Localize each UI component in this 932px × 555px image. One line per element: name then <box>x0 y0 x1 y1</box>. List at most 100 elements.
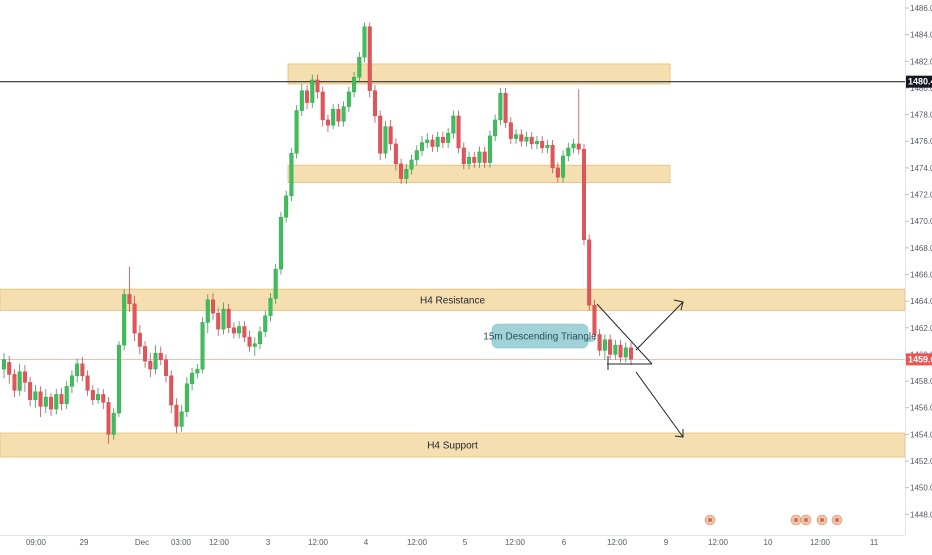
candle-body <box>399 163 404 179</box>
triangle-upper-line <box>596 303 653 365</box>
candle-body <box>153 352 158 370</box>
candle-body <box>258 331 263 344</box>
time-axis[interactable]: 09:00 29 Dec 03:00 12:00 3 12:00 4 12:00 5 12:00 6 1… <box>26 538 879 547</box>
candle <box>101 389 106 410</box>
event-badge <box>704 514 716 526</box>
y-tick-label: 1474.00 <box>910 164 932 173</box>
candle-body <box>378 115 383 154</box>
candle <box>362 22 367 63</box>
candle-body <box>367 26 372 91</box>
candle-body <box>467 157 472 165</box>
x-tick-label: 6 <box>562 538 567 547</box>
candle-body <box>231 327 236 334</box>
price-axis[interactable]: 1448.00 1450.00 1452.00 1454.00 1456.00 1458.… <box>905 4 932 519</box>
candle <box>587 234 592 311</box>
candle-body <box>409 159 414 170</box>
candle-body <box>7 362 12 375</box>
y-tick-label: 1458.00 <box>910 377 932 386</box>
candle-body <box>566 147 571 157</box>
candle <box>420 135 425 156</box>
candle-body <box>388 126 393 145</box>
candle <box>216 307 221 336</box>
candle <box>106 397 111 444</box>
callout-box <box>491 323 589 349</box>
y-tick-label: 1482.00 <box>910 57 932 66</box>
candle-body <box>618 344 623 358</box>
candle <box>352 71 357 98</box>
candle-body <box>336 109 341 122</box>
candle-body <box>325 119 330 126</box>
candle-body <box>320 91 325 121</box>
reference-price-label: 1480.47 <box>908 77 932 87</box>
candle-body <box>101 394 106 403</box>
y-tick-label: 1452.00 <box>910 457 932 466</box>
y-tick-label: 1456.00 <box>910 404 932 413</box>
lines-layer <box>0 81 905 360</box>
x-tick-label: 29 <box>80 538 89 547</box>
candle <box>179 405 184 432</box>
y-tick-label: 1448.00 <box>910 510 932 519</box>
candle-body <box>430 139 435 147</box>
candle-body <box>331 109 336 126</box>
x-tick-label: 12:00 <box>607 538 628 547</box>
y-tick-label: 1462.00 <box>910 324 932 333</box>
candle <box>315 74 320 99</box>
candle-body <box>534 141 539 145</box>
candle <box>226 303 231 334</box>
candle <box>629 342 634 366</box>
callout-text: 15m Descending Triangle <box>483 332 597 343</box>
x-tick-label: 10 <box>764 538 773 547</box>
candle <box>425 133 430 148</box>
candle <box>263 310 268 338</box>
candle-body <box>69 375 74 387</box>
candle-body <box>435 137 440 147</box>
candle-body <box>461 147 466 165</box>
candle-body <box>456 115 461 149</box>
candle <box>529 131 534 150</box>
candle-body <box>226 308 231 328</box>
candle-body <box>602 339 607 351</box>
candle <box>17 363 22 396</box>
candle-body <box>106 402 111 435</box>
x-tick-label: 5 <box>463 538 468 547</box>
candle-body <box>508 122 513 139</box>
candle-body <box>116 344 121 414</box>
event-badge-dot <box>708 518 712 522</box>
candle-body <box>284 195 289 218</box>
candle-body <box>587 239 592 306</box>
candle-body <box>85 375 90 391</box>
candle <box>461 142 466 170</box>
candle <box>252 337 257 356</box>
current-price-badge: 1459.63 <box>906 353 932 366</box>
candle-body <box>576 143 581 150</box>
event-badge <box>790 514 802 526</box>
candle <box>231 322 236 339</box>
breakdown-arrow-down-head <box>674 429 684 438</box>
callout-pointer <box>586 336 596 343</box>
candle-body <box>221 308 226 330</box>
candle-body <box>529 137 534 145</box>
candle-body <box>28 382 33 400</box>
x-tick-label: 12:00 <box>407 538 428 547</box>
breakout-arrow-up-head <box>673 299 684 311</box>
candle-body <box>482 151 487 163</box>
y-tick-label: 1464.00 <box>910 297 932 306</box>
event-badge-dot <box>804 518 808 522</box>
candle <box>503 87 508 128</box>
candle-body <box>54 394 59 410</box>
candle-body <box>477 151 482 163</box>
candle-body <box>440 137 445 143</box>
candle <box>116 341 121 418</box>
candle-body <box>273 268 278 299</box>
candle-body <box>268 298 273 317</box>
x-tick-label: 03:00 <box>171 538 192 547</box>
reference-price-badge-box <box>906 75 932 88</box>
candle <box>22 365 27 392</box>
candle-body <box>96 394 101 400</box>
candle <box>487 130 492 168</box>
candle <box>383 121 388 159</box>
x-tick-label: 4 <box>364 538 369 547</box>
